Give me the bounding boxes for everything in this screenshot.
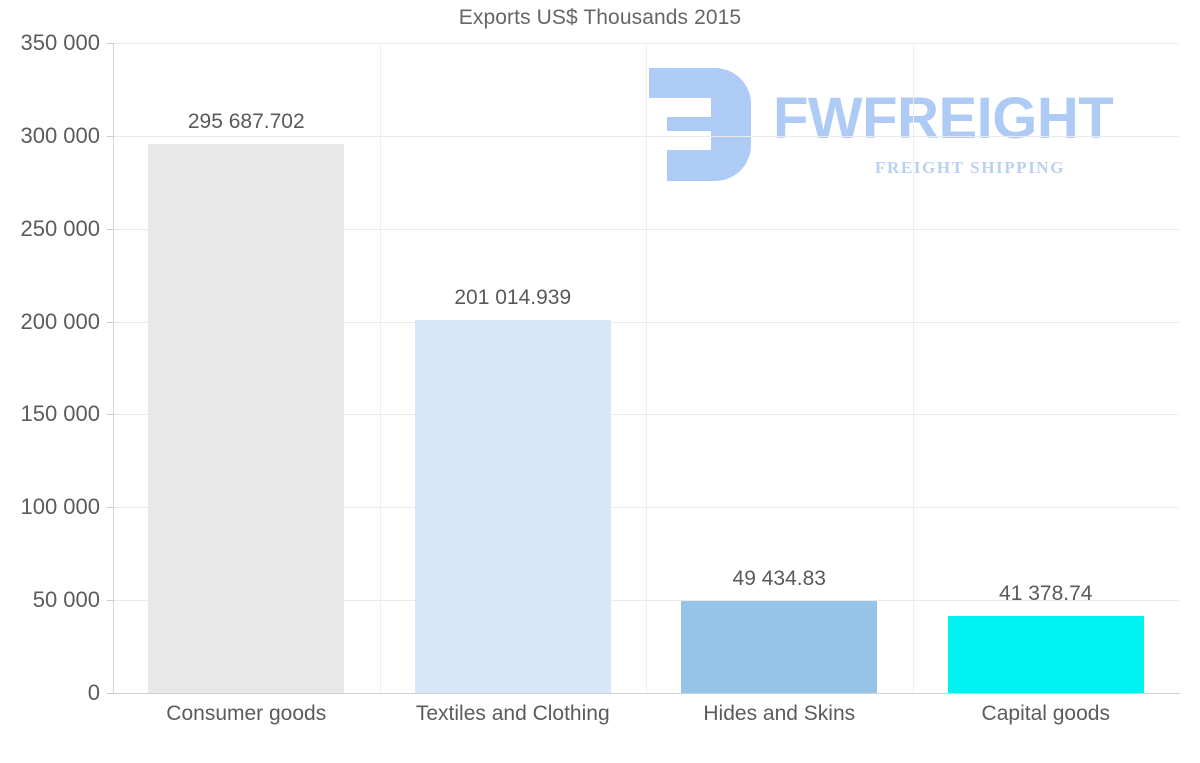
y-axis-tick-label: 300 000	[20, 122, 100, 148]
x-axis-line	[113, 693, 1180, 694]
bar-value-label: 295 687.702	[187, 109, 305, 133]
gridline-vertical	[912, 43, 914, 693]
y-axis-tick-mark	[107, 600, 114, 602]
y-axis-tick-label: 0	[87, 680, 100, 705]
y-axis-tick-mark	[107, 414, 114, 416]
y-axis-tick-label: 250 000	[20, 215, 100, 241]
y-axis-tick-mark	[107, 693, 114, 694]
y-axis-tick-mark	[107, 321, 114, 323]
bar-2[interactable]	[414, 319, 611, 693]
x-axis-tick-label: Textiles and Clothing	[415, 702, 610, 725]
y-axis-tick-label: 150 000	[20, 401, 100, 427]
y-axis-line	[113, 43, 114, 694]
y-axis-tick-label: 50 000	[32, 587, 100, 613]
bar-3[interactable]	[681, 601, 878, 693]
y-axis-tick-label: 200 000	[20, 308, 100, 334]
x-axis-tick-label: Consumer goods	[166, 702, 327, 725]
gridline-vertical	[379, 43, 381, 693]
y-axis-tick-mark	[107, 135, 114, 137]
bar-4[interactable]	[947, 616, 1144, 693]
bar-value-label: 41 378.74	[999, 582, 1093, 606]
gridline-vertical	[646, 43, 647, 693]
bar-value-label: 201 014.939	[454, 285, 572, 309]
y-axis-tick-mark	[107, 43, 114, 44]
bar-value-label: 49 434.83	[732, 567, 826, 591]
chart-title: Exports US$ Thousands 2015	[458, 6, 742, 29]
plot-area	[113, 43, 1179, 694]
y-axis-tick-mark	[107, 507, 114, 509]
x-axis-tick-label: Capital goods	[981, 702, 1110, 725]
x-axis-tick-label: Hides and Skins	[703, 702, 856, 725]
bar-1[interactable]	[148, 143, 345, 693]
y-axis-tick-mark	[107, 228, 114, 230]
y-axis-tick-label: 350 000	[20, 30, 100, 55]
y-axis-tick-label: 100 000	[20, 494, 100, 520]
